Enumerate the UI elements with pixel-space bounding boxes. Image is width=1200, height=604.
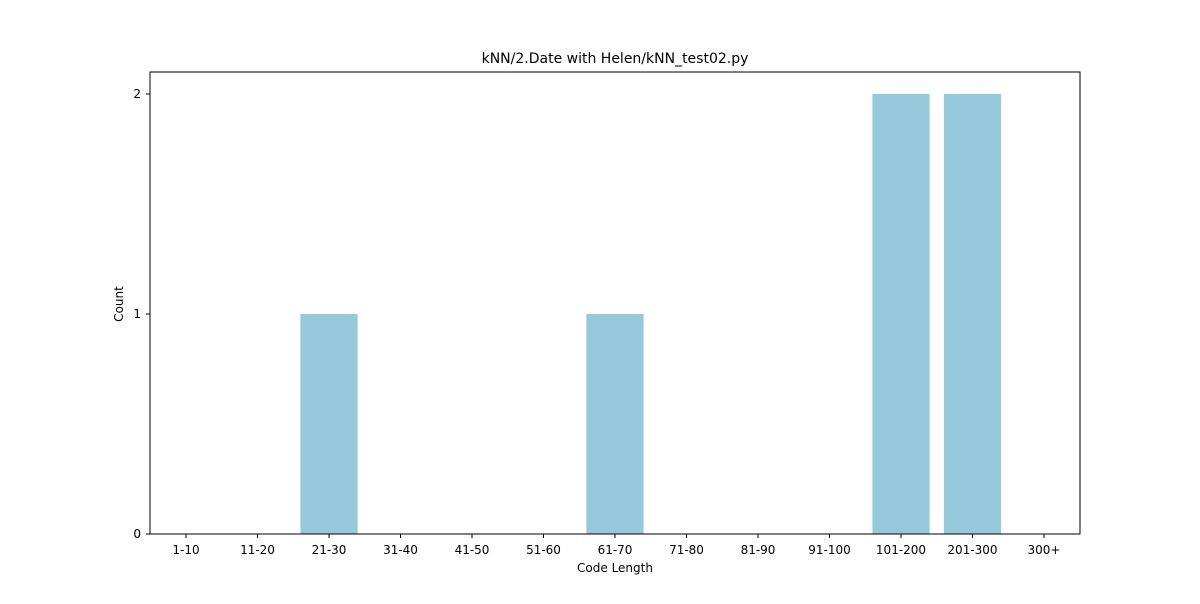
x-tick-label: 31-40 xyxy=(383,543,418,557)
x-tick-label: 91-100 xyxy=(808,543,851,557)
bar-101-200 xyxy=(872,94,930,534)
x-tick-label: 41-50 xyxy=(455,543,490,557)
x-tick-label: 101-200 xyxy=(876,543,926,557)
y-tick-label: 0 xyxy=(133,527,141,541)
y-tick-label: 1 xyxy=(133,307,141,321)
y-axis-label: Count xyxy=(112,286,126,322)
x-tick-label: 81-90 xyxy=(741,543,776,557)
x-tick-label: 1-10 xyxy=(172,543,199,557)
bar-61-70 xyxy=(586,314,644,534)
chart-title: kNN/2.Date with Helen/kNN_test02.py xyxy=(482,51,749,67)
bar-21-30 xyxy=(300,314,358,534)
x-axis-label: Code Length xyxy=(577,561,653,575)
y-axis-ticks: 0 1 2 xyxy=(133,87,150,541)
x-tick-label: 201-300 xyxy=(947,543,997,557)
x-tick-label: 51-60 xyxy=(526,543,561,557)
plot-area-frame xyxy=(149,71,1081,535)
x-tick-label: 71-80 xyxy=(669,543,704,557)
bar-201-300 xyxy=(943,94,1002,534)
bars-group xyxy=(300,94,1002,534)
x-tick-label: 300+ xyxy=(1028,543,1061,557)
x-tick-label: 61-70 xyxy=(598,543,633,557)
x-tick-label: 11-20 xyxy=(240,543,275,557)
y-tick-label: 2 xyxy=(133,87,141,101)
x-axis-ticks: 1-10 11-20 21-30 31-40 41-50 51-60 61-70 71-80 8… xyxy=(172,534,1060,557)
x-tick-label: 21-30 xyxy=(312,543,347,557)
